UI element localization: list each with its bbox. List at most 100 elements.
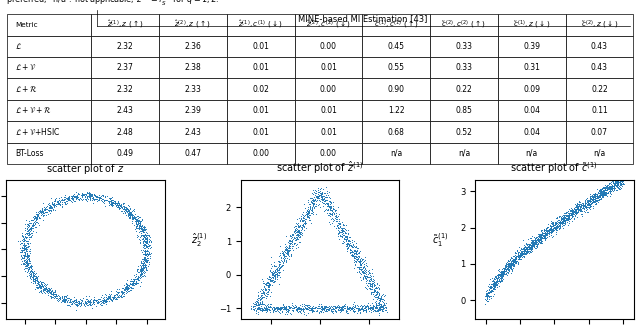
Point [119,283,129,288]
Point [482,291,492,296]
Point [285,246,295,251]
Point [367,284,377,290]
Point [289,230,299,235]
Point [126,286,136,291]
Point [298,312,308,317]
Point [280,255,290,260]
Point [514,254,524,260]
Point [340,231,350,236]
Point [497,274,507,280]
Point [591,197,602,202]
Point [547,228,557,233]
Point [316,194,326,200]
Point [307,308,317,314]
Point [116,289,126,294]
Point [136,269,147,274]
Point [532,238,543,243]
Point [251,300,261,305]
Point [59,296,69,302]
Point [297,306,307,311]
Point [487,275,497,280]
Point [361,307,371,312]
Point [109,293,120,298]
Point [509,255,520,261]
Point [132,224,142,229]
Point [301,212,311,217]
Point [486,286,496,291]
Point [302,214,312,219]
Point [324,305,335,310]
Point [339,233,349,238]
Point [138,247,148,252]
Point [565,206,575,211]
Point [32,214,42,220]
Point [140,242,150,247]
Point [128,208,138,213]
Point [97,292,107,298]
Point [255,289,265,294]
Point [497,273,508,279]
Point [502,263,513,268]
Point [561,215,572,220]
Point [616,182,626,187]
Point [485,283,495,288]
Point [276,263,287,268]
Point [26,234,36,239]
Point [134,215,144,220]
Point [97,196,108,202]
Point [321,201,332,206]
Point [99,198,109,203]
Point [91,193,101,199]
Point [554,223,564,228]
Point [137,263,147,268]
Point [543,228,554,233]
Point [282,304,292,309]
Point [282,306,292,311]
Point [353,308,363,313]
Point [17,248,28,253]
Point [515,251,525,256]
Point [534,239,545,244]
Point [541,235,551,240]
Point [139,243,149,249]
Point [500,263,511,268]
Point [90,194,100,199]
Point [605,185,616,190]
Point [611,180,621,185]
Point [276,308,287,313]
Point [320,306,330,311]
Point [528,244,538,249]
Point [268,307,278,312]
Point [520,248,530,253]
Point [146,244,156,250]
Point [80,300,90,305]
Point [140,233,150,239]
Point [269,305,279,310]
Point [554,222,564,227]
Point [595,187,605,192]
Point [133,220,143,226]
Point [291,305,301,310]
Point [120,288,131,293]
Point [83,302,93,307]
Point [493,273,503,278]
Point [86,302,97,307]
Point [542,231,552,236]
Point [555,222,565,227]
Point [21,264,31,269]
Point [139,263,149,268]
Point [77,298,87,304]
Point [594,194,604,200]
Point [59,297,69,303]
Point [614,180,624,185]
Point [296,231,307,236]
Point [516,257,526,262]
Point [570,212,580,217]
Point [101,198,111,203]
Point [562,219,572,224]
Point [308,202,318,208]
Point [295,239,305,244]
Point [595,191,605,197]
Point [580,203,591,208]
Point [45,294,56,299]
